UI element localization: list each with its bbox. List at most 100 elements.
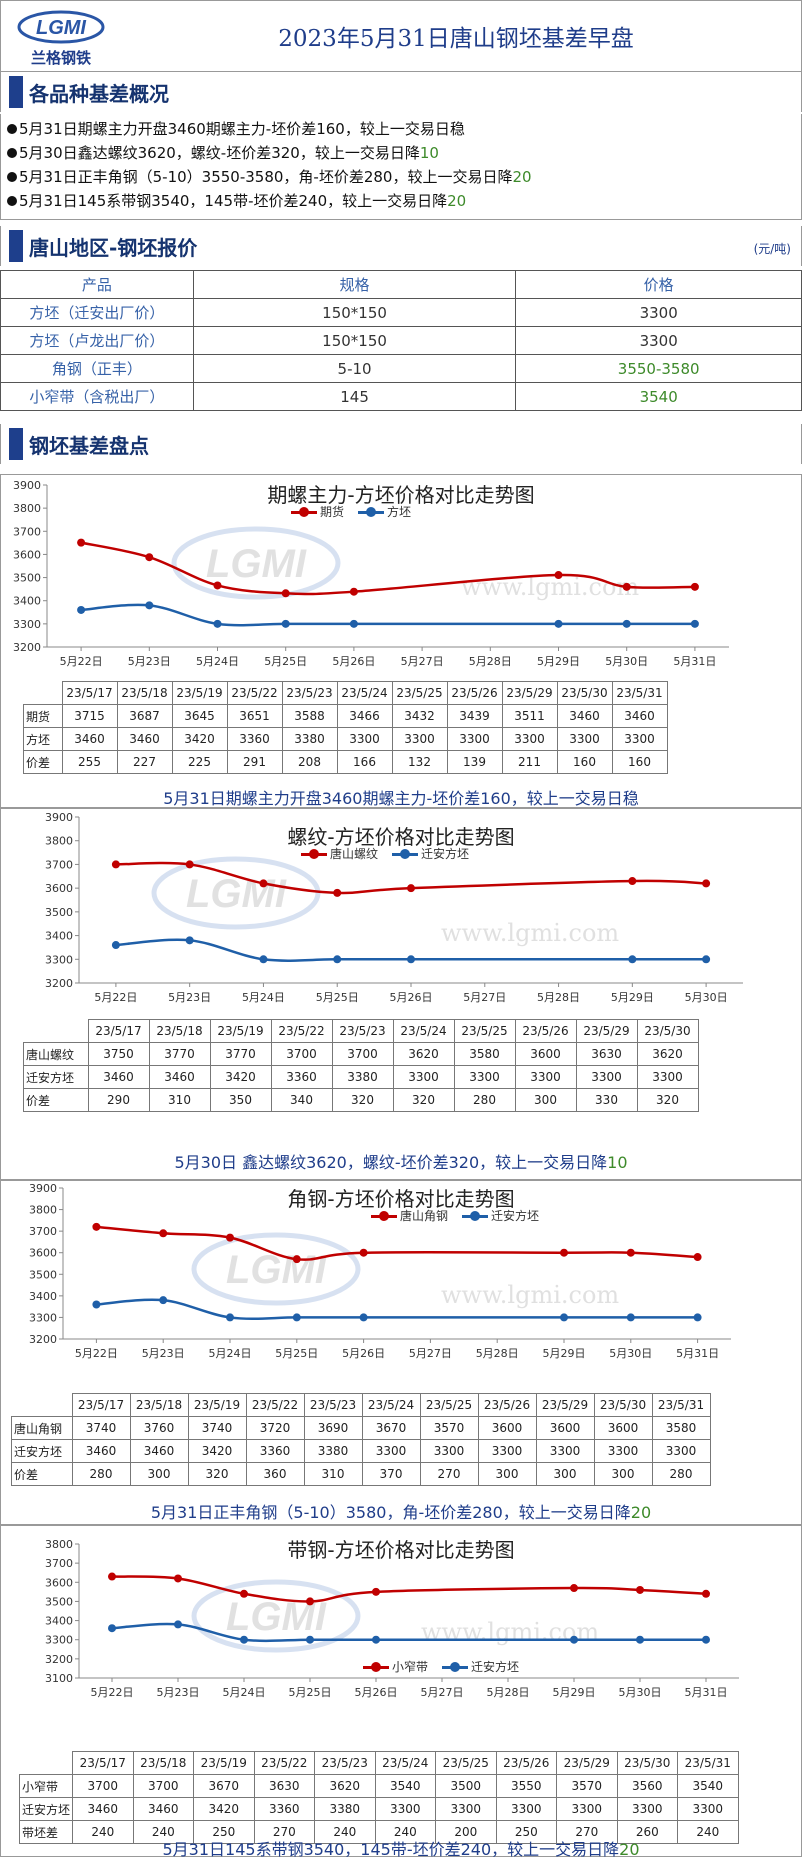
line-chart: 3200 3300 3400 3500 3600 3700 3800 3900 5月22日 5月2… bbox=[29, 1182, 731, 1360]
data-point bbox=[185, 936, 194, 945]
table-cell: 160 bbox=[611, 750, 668, 774]
table-cell: 310 bbox=[303, 1462, 363, 1486]
data-point bbox=[359, 1248, 368, 1257]
table-cell: 3300 bbox=[651, 1439, 711, 1463]
x-tick-label: 5月29日 bbox=[553, 1686, 596, 1699]
column-header: 23/5/17 bbox=[71, 1393, 131, 1417]
table-cell: 3380 bbox=[281, 727, 338, 751]
y-tick-label: 3600 bbox=[45, 1576, 73, 1589]
chart-note: 5月30日 鑫达螺纹3620，螺纹-坯价差320，较上一交易日降10 bbox=[174, 1153, 628, 1172]
table-cell: 3300 bbox=[501, 727, 558, 751]
table-cell: 3300 bbox=[435, 1797, 497, 1821]
y-tick-label: 3300 bbox=[13, 618, 41, 631]
table-cell: 320 bbox=[392, 1088, 455, 1112]
column-header: 23/5/18 bbox=[116, 681, 173, 705]
table-cell: 3420 bbox=[171, 727, 228, 751]
data-point bbox=[333, 888, 342, 897]
table-cell: 3300 bbox=[515, 326, 802, 355]
chart-legend: 期货 方坯 bbox=[291, 503, 425, 520]
y-tick-label: 3400 bbox=[45, 1615, 73, 1628]
table-cell: 3580 bbox=[453, 1042, 516, 1066]
y-tick-label: 3900 bbox=[13, 479, 41, 492]
section-quote-header: 唐山地区-钢坯报价 (元/吨) bbox=[0, 226, 802, 266]
x-tick-label: 5月27日 bbox=[463, 991, 506, 1004]
section-marker bbox=[9, 230, 23, 262]
data-point bbox=[372, 1587, 380, 1596]
chart-panel: LGMI www.lgmi.com 3200 3300 3400 3500 3600 3700… bbox=[0, 808, 802, 1180]
data-point bbox=[77, 605, 86, 614]
table-cell: 280 bbox=[453, 1088, 516, 1112]
data-point bbox=[622, 582, 631, 591]
table-cell: 250 bbox=[193, 1820, 255, 1844]
y-tick-label: 3900 bbox=[29, 1182, 57, 1195]
data-point bbox=[570, 1635, 578, 1644]
data-point bbox=[622, 619, 631, 628]
watermark-url: www.lgmi.com bbox=[441, 919, 620, 947]
data-point bbox=[174, 1620, 182, 1629]
y-tick-label: 3700 bbox=[45, 858, 73, 871]
x-tick-label: 5月27日 bbox=[401, 655, 444, 668]
legend-label: 唐山角钢 bbox=[400, 1209, 449, 1223]
data-point bbox=[702, 879, 711, 888]
table-cell: 270 bbox=[253, 1820, 316, 1844]
table-cell: 3620 bbox=[636, 1042, 699, 1066]
table-cell: 3630 bbox=[253, 1774, 316, 1798]
column-header: 23/5/18 bbox=[148, 1019, 211, 1043]
table-header-row: 23/5/17 23/5/18 23/5/19 23/5/22 23/5/23 23/5/… bbox=[20, 1751, 739, 1775]
data-point bbox=[159, 1296, 168, 1305]
row-label: 期货 bbox=[23, 704, 63, 728]
table-cell: 3600 bbox=[514, 1042, 577, 1066]
table-row: 期货 3715 3687 3645 3651 3588 3466 3432 3439 3511 34… bbox=[23, 704, 668, 728]
table-cell: 3550-3580 bbox=[515, 354, 802, 383]
x-tick-label: 5月31日 bbox=[676, 1347, 719, 1360]
x-tick-label: 5月24日 bbox=[223, 1686, 266, 1699]
x-tick-label: 5月28日 bbox=[537, 991, 580, 1004]
legend-label: 唐山螺纹 bbox=[330, 847, 379, 861]
series-line bbox=[96, 1298, 698, 1320]
column-header: 23/5/23 bbox=[331, 1019, 394, 1043]
table-cell: 3570 bbox=[556, 1774, 618, 1798]
data-point bbox=[77, 538, 86, 547]
table-cell: 208 bbox=[281, 750, 338, 774]
column-header: 23/5/19 bbox=[193, 1751, 255, 1775]
column-header: 23/5/19 bbox=[187, 1393, 247, 1417]
watermark-url: www.lgmi.com bbox=[461, 573, 640, 601]
unit-label: (元/吨) bbox=[753, 242, 791, 256]
table-cell: 240 bbox=[677, 1820, 739, 1844]
section-overview-header: 各品种基差概况 bbox=[0, 72, 802, 112]
chart-title: 角钢-方坯价格对比走势图 bbox=[287, 1187, 515, 1211]
table-cell: 300 bbox=[593, 1462, 653, 1486]
data-point bbox=[111, 860, 120, 869]
column-header: 23/5/31 bbox=[651, 1393, 711, 1417]
chart-legend: 唐山角钢 迁安方坯 bbox=[371, 1207, 553, 1224]
table-row: 方坯（卢龙出厂价） 150*150 3300 bbox=[0, 326, 802, 355]
table-cell: 方坯（迁安出厂价） bbox=[0, 298, 194, 327]
table-cell: 3300 bbox=[611, 727, 668, 751]
table-cell: 340 bbox=[270, 1088, 333, 1112]
series-line bbox=[81, 603, 695, 627]
table-cell: 3432 bbox=[391, 704, 448, 728]
legend-marker-icon bbox=[363, 1662, 389, 1672]
table-cell: 3620 bbox=[392, 1042, 455, 1066]
table-cell: 3300 bbox=[495, 1797, 558, 1821]
logo-text: 兰格钢铁 bbox=[31, 49, 91, 67]
table-cell: 160 bbox=[556, 750, 613, 774]
legend-label: 迁安方坯 bbox=[421, 847, 470, 861]
data-point bbox=[281, 619, 290, 628]
column-header: 23/5/30 bbox=[556, 681, 613, 705]
table-cell: 3439 bbox=[446, 704, 503, 728]
table-corner bbox=[12, 1394, 73, 1417]
bullet-icon bbox=[7, 148, 17, 158]
bullet-icon bbox=[7, 172, 17, 182]
data-point bbox=[690, 582, 699, 591]
table-cell: 145 bbox=[192, 382, 517, 411]
row-label: 迁安方坯 bbox=[23, 1065, 89, 1089]
column-header: 23/5/17 bbox=[61, 681, 118, 705]
line-chart: 3200 3300 3400 3500 3600 3700 3800 3900 5月22日 5月2… bbox=[13, 479, 729, 668]
table-cell: 3770 bbox=[209, 1042, 272, 1066]
data-point bbox=[306, 1635, 314, 1644]
table-cell: 300 bbox=[514, 1088, 577, 1112]
data-point bbox=[281, 589, 290, 598]
table-cell: 3460 bbox=[71, 1439, 131, 1463]
table-cell: 3300 bbox=[593, 1439, 653, 1463]
